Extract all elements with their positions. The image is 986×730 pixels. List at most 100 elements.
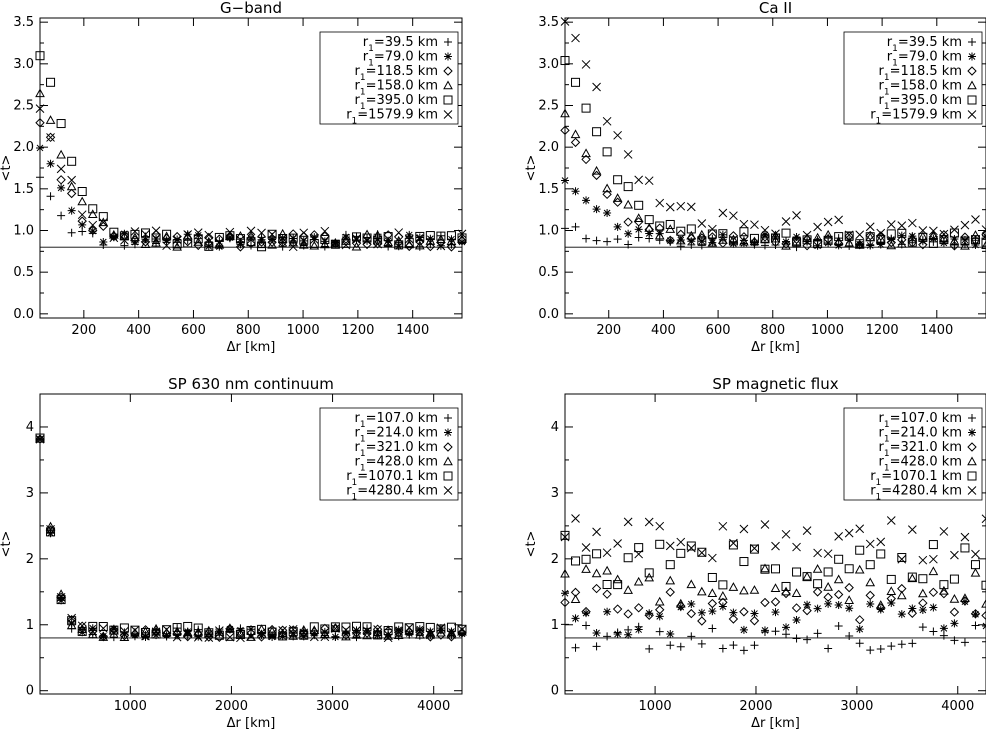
data-point xyxy=(571,222,580,231)
data-point xyxy=(88,225,98,236)
data-point xyxy=(88,626,98,636)
data-point xyxy=(918,555,928,565)
data-point xyxy=(654,230,665,240)
data-point xyxy=(602,565,612,575)
data-point xyxy=(855,524,865,534)
data-point xyxy=(823,217,833,227)
data-point xyxy=(854,564,865,574)
data-point xyxy=(571,77,581,87)
x-tick-label: 200 xyxy=(71,323,96,338)
data-point xyxy=(612,193,623,202)
data-point xyxy=(887,235,896,244)
data-point xyxy=(939,527,949,536)
data-points xyxy=(560,17,986,252)
data-point xyxy=(394,228,404,237)
data-point xyxy=(844,231,854,241)
data-point xyxy=(813,604,822,613)
data-point xyxy=(960,638,969,647)
data-point xyxy=(45,132,56,143)
data-point xyxy=(928,238,938,248)
data-point xyxy=(351,628,362,638)
data-point xyxy=(760,234,770,244)
data-point xyxy=(77,626,87,636)
data-point xyxy=(728,540,738,550)
y-tick-label: 0.0 xyxy=(13,307,34,322)
data-point xyxy=(151,233,161,243)
data-point xyxy=(88,220,98,230)
data-point xyxy=(634,233,643,242)
data-point xyxy=(896,238,907,248)
data-point xyxy=(152,631,161,640)
data-point xyxy=(981,225,986,234)
data-point xyxy=(854,615,865,625)
data-point xyxy=(823,235,833,245)
data-point xyxy=(88,624,97,633)
data-point xyxy=(634,175,644,185)
data-point xyxy=(665,202,675,212)
data-point xyxy=(394,240,404,250)
data-point xyxy=(88,227,97,236)
x-tick-label: 400 xyxy=(651,323,676,338)
x-axis-label: Δr [km] xyxy=(227,716,276,730)
data-point xyxy=(792,634,801,643)
data-point xyxy=(918,239,928,250)
data-point xyxy=(803,600,812,609)
data-point xyxy=(109,624,118,633)
data-point xyxy=(981,610,986,621)
data-point xyxy=(697,219,707,228)
series-4 xyxy=(560,563,986,609)
data-point xyxy=(950,234,959,243)
data-point xyxy=(193,237,204,246)
data-point xyxy=(173,631,182,640)
data-point xyxy=(844,582,854,593)
x-tick-label: 4000 xyxy=(941,699,974,714)
data-point xyxy=(697,547,707,557)
y-tick-label: 3.5 xyxy=(538,15,559,30)
data-point xyxy=(707,232,718,242)
legend-marker xyxy=(444,428,452,437)
y-tick-label: 2.0 xyxy=(13,140,34,155)
legend-entry: r1=118.5 km xyxy=(878,64,962,83)
data-point xyxy=(277,228,288,238)
data-point xyxy=(960,593,970,602)
data-point xyxy=(812,237,823,247)
data-point xyxy=(928,230,939,239)
legend-marker xyxy=(444,414,452,422)
data-point xyxy=(697,616,707,626)
data-point xyxy=(634,543,644,553)
chart-panel-4: SP magnetic flux 0 1 2 3 4 <t> 1000 2000 3000 4000… xyxy=(524,375,986,730)
data-point xyxy=(918,598,928,608)
data-point xyxy=(897,228,907,238)
legend-marker xyxy=(968,38,976,46)
data-point xyxy=(960,532,970,542)
data-point xyxy=(119,623,129,633)
data-point xyxy=(760,520,770,529)
data-point xyxy=(372,624,383,634)
data-point xyxy=(372,239,383,249)
data-point xyxy=(571,556,581,566)
data-point xyxy=(46,77,56,87)
data-point xyxy=(602,189,612,200)
data-point xyxy=(823,549,833,559)
data-point xyxy=(256,239,267,249)
data-point xyxy=(687,237,696,246)
data-point xyxy=(613,539,622,548)
x-tick-label: 1000 xyxy=(114,699,147,714)
data-point xyxy=(666,641,675,650)
x-tick-label: 600 xyxy=(181,323,206,338)
data-point xyxy=(309,230,320,240)
legend-marker xyxy=(444,52,452,61)
legend-entry: r1=1579.9 km xyxy=(346,108,438,127)
data-point xyxy=(193,240,203,251)
data-point xyxy=(592,205,601,214)
data-point xyxy=(782,623,791,632)
data-point xyxy=(950,550,959,560)
data-point xyxy=(844,564,854,574)
y-tick-label: 1.0 xyxy=(538,224,559,239)
data-point xyxy=(183,627,192,636)
data-point xyxy=(686,230,697,240)
data-point xyxy=(665,235,675,246)
data-point xyxy=(802,526,812,535)
data-point xyxy=(299,628,309,638)
data-point xyxy=(707,237,718,247)
